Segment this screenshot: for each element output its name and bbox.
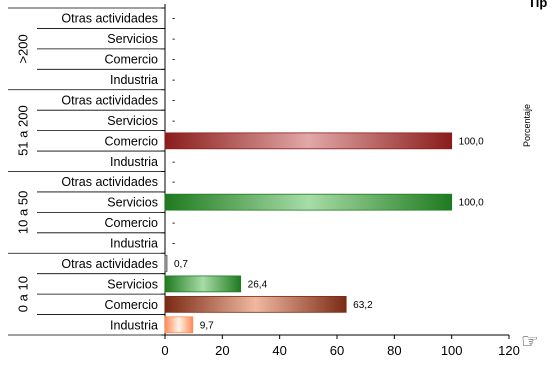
x-tick-label: 80 <box>387 343 401 358</box>
chart-title-partial: Tip <box>528 0 548 10</box>
group-label: >200 <box>15 34 30 63</box>
data-label: - <box>172 14 175 25</box>
category-label: Comercio <box>105 134 159 148</box>
category-label: Comercio <box>105 298 159 312</box>
bar <box>164 193 453 211</box>
data-label: 100,0 <box>459 198 484 209</box>
data-label: - <box>172 157 175 168</box>
category-label: Industria <box>110 155 158 169</box>
data-label: - <box>172 239 175 250</box>
bar <box>164 255 168 272</box>
data-label: 100,0 <box>459 136 484 147</box>
category-label: Otras actividades <box>61 93 158 107</box>
category-label: Comercio <box>105 53 159 67</box>
category-label: Servicios <box>107 32 158 46</box>
data-label: - <box>172 177 175 188</box>
data-label: - <box>172 75 175 86</box>
data-label: 63,2 <box>353 300 373 311</box>
data-label: - <box>172 116 175 127</box>
data-label: - <box>172 218 175 229</box>
category-label: Industria <box>110 237 158 251</box>
pointing-hand-icon: ☞ <box>521 329 539 353</box>
category-label: Otras actividades <box>61 12 158 26</box>
bar <box>164 316 194 334</box>
data-label: - <box>172 95 175 106</box>
data-label: 26,4 <box>248 279 268 290</box>
x-tick-label: 120 <box>498 343 520 358</box>
data-label: 0,7 <box>174 259 188 270</box>
x-tick-label: 100 <box>441 343 463 358</box>
category-label: Servicios <box>107 114 158 128</box>
bar <box>164 132 453 150</box>
x-tick-label: 20 <box>215 343 229 358</box>
category-label: Otras actividades <box>61 175 158 189</box>
bar <box>164 275 242 293</box>
x-tick-label: 0 <box>161 343 168 358</box>
data-label: 9,7 <box>200 320 214 331</box>
group-label: 51 a 200 <box>15 105 30 156</box>
category-label: Comercio <box>105 216 159 230</box>
bar <box>164 295 347 313</box>
x-tick-label: 60 <box>330 343 344 358</box>
category-label: Industria <box>110 318 158 332</box>
data-label: - <box>172 34 175 45</box>
x-tick-label: 40 <box>272 343 286 358</box>
category-label: Industria <box>110 73 158 87</box>
category-label: Servicios <box>107 277 158 291</box>
group-label: 10 a 50 <box>15 191 30 234</box>
data-label: - <box>172 55 175 66</box>
group-label: 0 a 10 <box>15 276 30 312</box>
category-label: Otras actividades <box>61 257 158 271</box>
category-label: Servicios <box>107 196 158 210</box>
